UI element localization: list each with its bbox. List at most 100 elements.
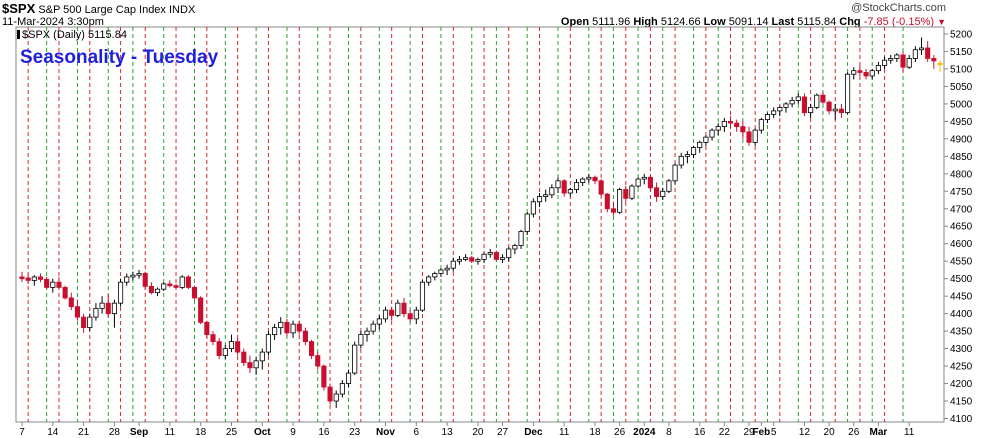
x-tick-label: 27 <box>497 427 509 438</box>
candle-body <box>124 276 130 283</box>
candle-body <box>376 318 382 325</box>
x-tick-label: 14 <box>47 427 59 438</box>
candle-body <box>845 73 851 114</box>
candle-body <box>302 330 308 343</box>
candle-body <box>432 273 438 278</box>
candle-body <box>703 136 709 143</box>
y-tick-label: 5000 <box>950 99 973 110</box>
candle-body <box>438 269 444 274</box>
candle-body <box>691 147 697 155</box>
x-tick-label: 5 <box>771 427 777 438</box>
candle-body <box>290 323 296 334</box>
candle-body <box>19 276 25 280</box>
candle-body <box>678 155 684 166</box>
low-label: Low <box>703 16 726 28</box>
low-value: 5091.14 <box>728 16 769 28</box>
candle-body <box>567 189 573 194</box>
exchange: INDX <box>169 4 196 16</box>
candle-body <box>154 288 161 294</box>
candle-body <box>820 94 826 103</box>
candle-body <box>235 341 241 353</box>
legend-text: $SPX (Daily) 5115.84 <box>22 29 127 41</box>
candle-body <box>321 365 327 388</box>
x-tick-label: 29 <box>743 427 755 438</box>
chart-title: Seasonality - Tuesday <box>20 47 219 68</box>
chg-label: Chg <box>839 16 861 28</box>
y-tick-label: 4950 <box>950 117 973 128</box>
y-tick-label: 4350 <box>950 327 973 338</box>
candle-body <box>771 110 777 115</box>
high-value: 5124.66 <box>660 16 701 28</box>
candle-body <box>198 297 204 323</box>
candle-body <box>296 323 302 332</box>
candle-body <box>50 281 56 288</box>
x-tick-label: Nov <box>376 427 395 438</box>
x-tick-label: 21 <box>78 427 90 438</box>
x-tick-label: 9 <box>290 427 296 438</box>
candle-body <box>216 341 222 356</box>
y-tick-label: 4500 <box>950 274 973 285</box>
candle-body <box>610 208 617 213</box>
x-tick-label: 6 <box>414 427 420 438</box>
candle-body <box>136 273 142 276</box>
candle-body <box>167 283 173 287</box>
watermark: @StockCharts.com <box>851 2 946 14</box>
y-tick-label: 4750 <box>950 187 973 198</box>
candle-body <box>74 306 81 318</box>
chart-header-title: $SPX S&P 500 Large Cap Index INDX <box>2 1 195 16</box>
candle-body <box>339 383 345 395</box>
candle-body <box>530 201 536 215</box>
candle-body <box>715 126 721 131</box>
candle-body <box>857 70 863 73</box>
x-tick-label: 7 <box>19 427 25 438</box>
x-tick-label: Sep <box>130 427 148 438</box>
candle-body <box>592 176 598 182</box>
candle-body <box>536 196 543 203</box>
x-tick-label: 22 <box>719 427 731 438</box>
candle-body <box>222 348 228 356</box>
candle-body <box>161 283 167 290</box>
candle-body <box>401 302 407 315</box>
chart-date: 11-Mar-2024 3:30pm <box>2 16 104 28</box>
y-tick-label: 4200 <box>950 379 973 390</box>
candle-body <box>259 351 265 362</box>
candle-body <box>777 106 783 112</box>
down-triangle-icon: ▼ <box>937 17 946 27</box>
last-label: Last <box>771 16 795 28</box>
x-tick-label: 25 <box>226 427 238 438</box>
x-tick-label: 16 <box>318 427 330 438</box>
y-tick-label: 4900 <box>950 134 973 145</box>
y-tick-label: 5100 <box>950 64 973 75</box>
candle-body <box>179 276 185 288</box>
candle-body <box>142 273 148 287</box>
candle-body <box>241 351 247 363</box>
candle-body <box>524 213 530 232</box>
candle-body <box>758 119 764 131</box>
candle-body <box>555 180 561 189</box>
symbol: $SPX <box>2 1 36 16</box>
candle-body <box>99 302 105 309</box>
candle-body <box>364 330 370 336</box>
candle-body <box>629 185 635 199</box>
candle-body <box>118 281 124 304</box>
candle-body <box>487 252 493 255</box>
candle-body <box>284 321 290 334</box>
candle-body <box>746 131 752 143</box>
y-tick-label: 4150 <box>950 397 973 408</box>
x-tick-label: 18 <box>195 427 207 438</box>
open-label: Open <box>560 16 590 28</box>
candle-body <box>93 307 99 318</box>
y-tick-label: 5200 <box>950 29 973 40</box>
x-tick-label: Mar <box>869 427 887 438</box>
x-tick-label: Feb <box>752 427 770 438</box>
candle-body <box>641 176 647 180</box>
candle-body <box>62 287 68 299</box>
candle-body <box>795 96 801 101</box>
candle-body <box>518 231 524 246</box>
candle-body <box>407 313 413 320</box>
candle-body <box>500 257 506 260</box>
candle-body <box>395 302 401 316</box>
candle-body <box>931 58 937 62</box>
candle-body <box>684 154 690 157</box>
